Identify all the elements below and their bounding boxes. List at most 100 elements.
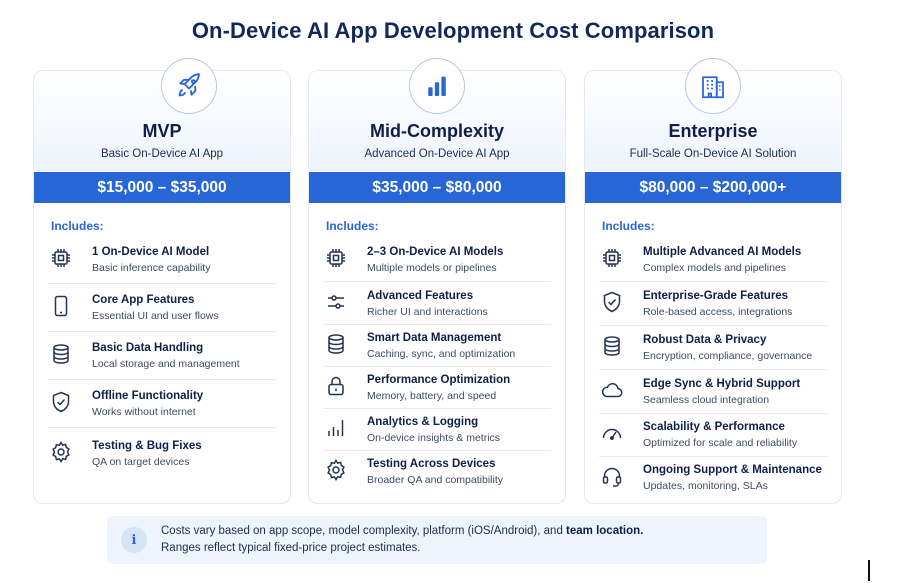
includes-label: Includes: (51, 219, 104, 233)
cloud-icon (599, 377, 625, 403)
card-subtitle: Basic On-Device AI App (100, 148, 224, 160)
feature-desc: Richer UI and interactions (367, 306, 488, 318)
shield-check-icon (48, 389, 74, 415)
feature-item: Scalability & Performance Optimized for s… (599, 420, 827, 450)
feature-title: Testing & Bug Fixes (92, 440, 202, 452)
feature-item: 2–3 On-Device AI Models Multiple models o… (323, 245, 551, 275)
feature-item: Robust Data & Privacy Encryption, complia… (599, 333, 827, 363)
divider (323, 366, 551, 367)
sliders-icon (323, 289, 349, 315)
gauge-icon (599, 420, 625, 446)
feature-title: Enterprise-Grade Features (643, 290, 789, 302)
divider (599, 456, 827, 457)
divider (323, 281, 551, 282)
divider (599, 413, 827, 414)
pricing-card-mid-complexity: Mid-Complexity Advanced On-Device AI App… (308, 70, 566, 504)
text-cursor (868, 560, 870, 581)
feature-desc: Optimized for scale and reliability (643, 437, 798, 449)
feature-title: Scalability & Performance (643, 421, 785, 433)
divider (323, 450, 551, 451)
feature-desc: Complex models and pipelines (643, 262, 786, 274)
feature-title: Ongoing Support & Maintenance (643, 464, 822, 476)
divider (323, 408, 551, 409)
price-range: $80,000 – $200,000+ (585, 172, 841, 203)
database-icon (599, 333, 625, 359)
feature-title: Basic Data Handling (92, 342, 204, 354)
gear-icon (323, 457, 349, 483)
disclaimer-note: i Costs vary based on app scope, model c… (107, 516, 767, 564)
feature-desc: Caching, sync, and optimization (367, 348, 516, 360)
feature-desc: Memory, battery, and speed (367, 390, 497, 402)
feature-title: Performance Optimization (367, 374, 511, 386)
rocket-icon (161, 58, 217, 114)
note-line-1: Costs vary based on app scope, model com… (161, 523, 643, 540)
feature-desc: Essential UI and user flows (92, 310, 219, 322)
feature-title: 1 On-Device AI Model (92, 246, 210, 258)
feature-desc: Multiple models or pipelines (367, 262, 497, 274)
feature-title: Smart Data Management (367, 332, 502, 344)
note-line-1-bold: team location. (566, 525, 644, 537)
feature-title: Testing Across Devices (367, 458, 496, 470)
card-title: MVP (142, 121, 182, 141)
chip-icon (48, 245, 74, 271)
info-icon: i (121, 527, 147, 553)
bar-chart-icon (409, 58, 465, 114)
feature-title: Advanced Features (367, 290, 474, 302)
feature-desc: Local storage and management (92, 358, 240, 370)
feature-item: Advanced Features Richer UI and interacti… (323, 289, 551, 319)
database-icon (323, 331, 349, 357)
feature-item: Performance Optimization Memory, battery,… (323, 373, 551, 403)
feature-title: 2–3 On-Device AI Models (367, 246, 504, 258)
gear-icon (48, 439, 74, 465)
feature-desc: Broader QA and compatibility (367, 474, 503, 486)
pricing-card-mvp: MVP Basic On-Device AI App $15,000 – $35… (33, 70, 291, 504)
feature-item: Analytics & Logging On-device insights & … (323, 415, 551, 445)
feature-title: Analytics & Logging (367, 416, 479, 428)
feature-desc: Works without internet (92, 406, 196, 418)
note-line-2: Ranges reflect typical fixed-price proje… (161, 542, 421, 554)
note-line-1-text: Costs vary based on app scope, model com… (161, 525, 567, 537)
chip-icon (323, 245, 349, 271)
phone-icon (48, 293, 74, 319)
divider (323, 324, 551, 325)
feature-item: 1 On-Device AI Model Basic inference capa… (48, 245, 276, 275)
pricing-card-enterprise: Enterprise Full-Scale On-Device AI Solut… (584, 70, 842, 504)
card-title: Mid-Complexity (369, 121, 504, 141)
feature-desc: On-device insights & metrics (367, 432, 501, 444)
feature-desc: Role-based access, integrations (643, 306, 793, 318)
feature-item: Multiple Advanced AI Models Complex model… (599, 245, 827, 275)
feature-title: Robust Data & Privacy (643, 334, 767, 346)
feature-item: Offline Functionality Works without inter… (48, 389, 276, 419)
divider (48, 283, 276, 284)
analytics-icon (323, 415, 349, 441)
feature-desc: Seamless cloud integration (643, 394, 770, 406)
note-text: Costs vary based on app scope, model com… (161, 523, 643, 557)
feature-item: Basic Data Handling Local storage and man… (48, 341, 276, 371)
includes-label: Includes: (602, 219, 655, 233)
includes-label: Includes: (326, 219, 379, 233)
page-title: On-Device AI App Development Cost Compar… (191, 18, 715, 43)
feature-title: Core App Features (92, 294, 195, 306)
divider (599, 281, 827, 282)
feature-item: Smart Data Management Caching, sync, and … (323, 331, 551, 361)
divider (599, 325, 827, 326)
divider (48, 331, 276, 332)
feature-title: Offline Functionality (92, 390, 204, 402)
feature-desc: QA on target devices (92, 456, 190, 468)
lock-icon (323, 373, 349, 399)
feature-title: Edge Sync & Hybrid Support (643, 378, 801, 390)
feature-desc: Encryption, compliance, governance (643, 350, 813, 362)
shield-check-icon (599, 289, 625, 315)
database-icon (48, 341, 74, 367)
headset-icon (599, 463, 625, 489)
divider (599, 369, 827, 370)
feature-desc: Basic inference capability (92, 262, 211, 274)
feature-item: Testing Across Devices Broader QA and com… (323, 457, 551, 487)
feature-item: Enterprise-Grade Features Role-based acce… (599, 289, 827, 319)
feature-title: Multiple Advanced AI Models (643, 246, 802, 258)
feature-item: Testing & Bug Fixes QA on target devices (48, 439, 276, 469)
card-subtitle: Full-Scale On-Device AI Solution (629, 148, 797, 160)
chip-icon (599, 245, 625, 271)
divider (48, 379, 276, 380)
card-subtitle: Advanced On-Device AI App (364, 148, 510, 160)
